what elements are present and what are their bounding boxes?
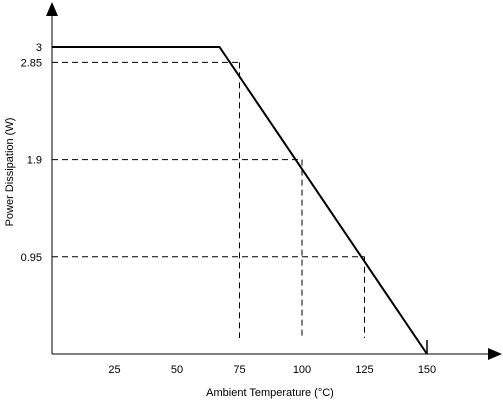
y-tick-label: 0.95 [21, 252, 42, 264]
x-tick-label: 100 [293, 364, 311, 376]
series [52, 46, 428, 355]
y-axis-title: Power Dissipation (W) [4, 118, 16, 227]
x-tick-label: 150 [418, 364, 436, 376]
y-tick-label: 1.9 [27, 155, 42, 167]
x-axis-title: Ambient Temperature (°C) [206, 387, 334, 399]
x-tick-label: 25 [108, 364, 120, 376]
y-tick-labels: 0.95 1.9 2.85 3 [21, 42, 42, 264]
y-axis [46, 2, 58, 354]
y-tick-label: 2.85 [21, 57, 42, 69]
x-axis [52, 348, 502, 360]
y-tick-label: 3 [36, 42, 42, 54]
y-axis-arrow-icon [46, 2, 58, 16]
x-tick-label: 125 [355, 364, 373, 376]
x-tick-labels: 25 50 75 100 125 150 [108, 364, 436, 376]
x-tick-label: 50 [171, 364, 183, 376]
x-tick-label: 75 [233, 364, 245, 376]
x-axis-arrow-icon [488, 348, 502, 360]
series-line [52, 46, 428, 355]
reference-lines [52, 61, 365, 338]
